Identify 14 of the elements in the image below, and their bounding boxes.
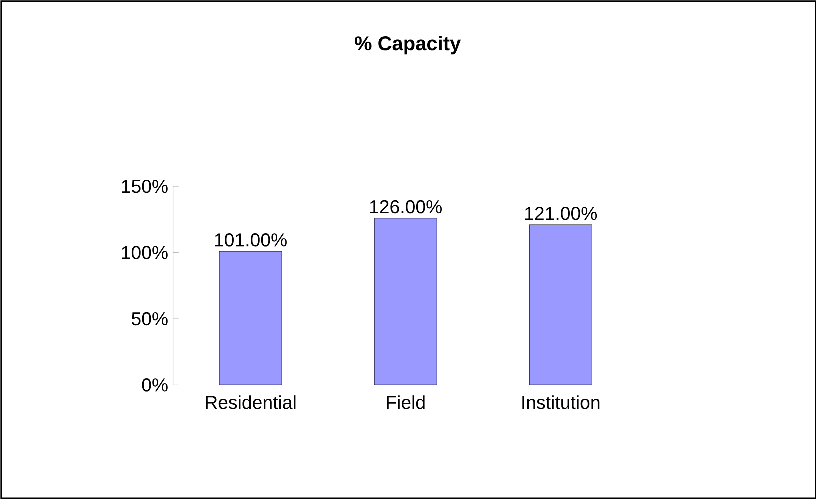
bar [374, 218, 438, 386]
y-tick-label: 150% [122, 180, 168, 194]
y-tick-label: 0% [142, 378, 168, 392]
data-label: 121.00% [525, 207, 598, 220]
bar [219, 251, 282, 386]
y-tick-label: 50% [132, 312, 168, 326]
x-tick-label: Field [387, 396, 425, 410]
chart-title: % Capacity [355, 36, 462, 55]
y-tick-label: 100% [122, 246, 168, 260]
bar [529, 224, 592, 386]
data-label: 101.00% [215, 234, 287, 247]
x-tick-label: Residential [206, 396, 296, 410]
data-label: 126.00% [370, 200, 442, 214]
x-tick-label: Institution [522, 396, 600, 410]
